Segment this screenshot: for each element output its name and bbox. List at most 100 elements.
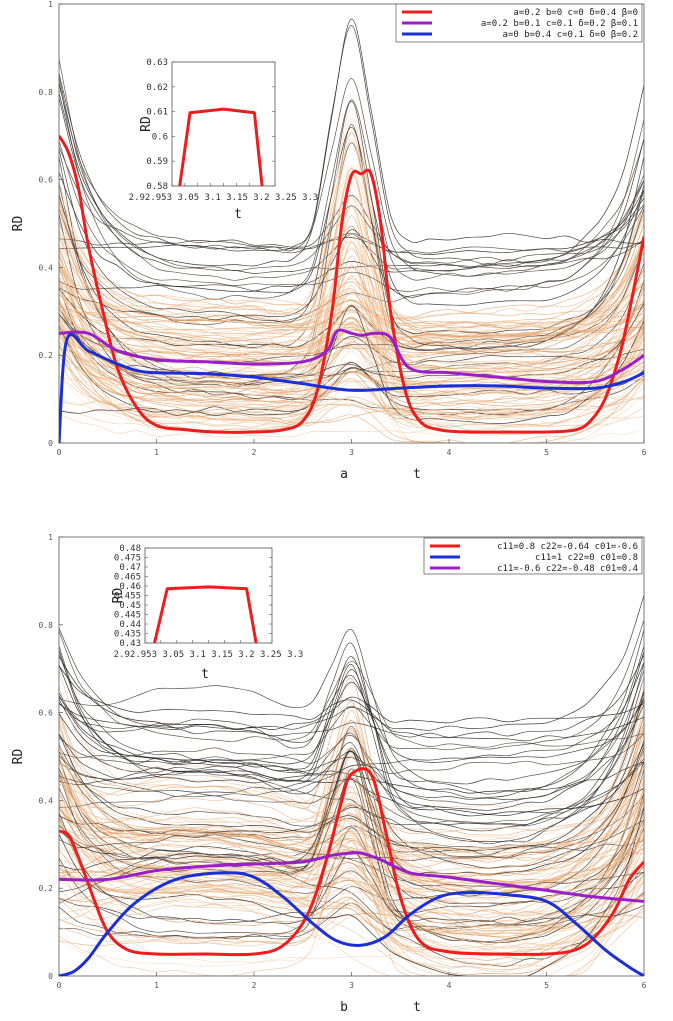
x-tick-label: 6 bbox=[642, 448, 647, 457]
background-curve bbox=[59, 670, 644, 806]
background-curve bbox=[59, 119, 644, 325]
background-curve bbox=[59, 835, 644, 928]
background-curve bbox=[59, 872, 644, 945]
background-curve bbox=[59, 678, 644, 899]
background-curve bbox=[59, 300, 644, 330]
series-line-2 bbox=[59, 871, 644, 976]
background-curve bbox=[59, 58, 644, 281]
legend-entry-2: a=0.2 b=0.1 c=0.1 δ=0.2 β=0.1 bbox=[481, 19, 638, 29]
background-curve bbox=[59, 656, 644, 730]
y-tick-label: 0 bbox=[48, 439, 53, 448]
background-curve bbox=[59, 202, 644, 326]
background-curve bbox=[59, 595, 644, 731]
background-curve bbox=[59, 264, 644, 425]
inset-y-label: RD bbox=[139, 116, 154, 132]
background-curve bbox=[59, 797, 644, 976]
background-curve bbox=[59, 251, 644, 371]
background-curve bbox=[59, 323, 644, 432]
y-axis-label: RD bbox=[11, 749, 26, 765]
inset-series-line bbox=[153, 585, 258, 644]
background-curve bbox=[59, 138, 644, 321]
background-curve bbox=[59, 76, 644, 272]
background-curve bbox=[59, 126, 644, 306]
background-curve bbox=[59, 146, 644, 266]
y-tick-label: 1 bbox=[48, 533, 53, 542]
background-curve bbox=[59, 280, 644, 397]
background-curve bbox=[59, 338, 644, 419]
x-tick-label: 6 bbox=[642, 981, 647, 990]
background-curve bbox=[59, 779, 644, 895]
background-curve bbox=[59, 783, 644, 836]
panel-label: b bbox=[340, 1000, 348, 1015]
background-curve bbox=[59, 308, 644, 374]
series-line-3 bbox=[59, 851, 644, 903]
inset-y-tick-label: 0.48 bbox=[119, 544, 141, 554]
background-curve bbox=[59, 645, 644, 784]
background-curve bbox=[59, 676, 644, 886]
background-curve bbox=[59, 328, 644, 418]
background-curve bbox=[59, 733, 644, 797]
x-tick-label: 1 bbox=[154, 448, 159, 457]
background-curve bbox=[59, 713, 644, 815]
background-curve bbox=[59, 628, 644, 738]
background-curve bbox=[59, 755, 644, 883]
x-tick-label: 4 bbox=[447, 981, 452, 990]
background-curve bbox=[59, 206, 644, 430]
series-line-2 bbox=[59, 328, 644, 385]
x-tick-label: 1 bbox=[154, 981, 159, 990]
highlight-series bbox=[59, 134, 644, 443]
series-line-1 bbox=[59, 134, 644, 434]
background-curve bbox=[59, 788, 644, 944]
legend: a=0.2 b=0 c=0 δ=0.4 β=0a=0.2 b=0.1 c=0.1… bbox=[395, 3, 643, 43]
x-tick-label: 3 bbox=[349, 981, 354, 990]
inset-x-label: t bbox=[201, 667, 209, 682]
background-curve bbox=[59, 140, 644, 293]
background-curve bbox=[59, 304, 644, 424]
background-curve bbox=[59, 894, 644, 940]
legend-entry-1: a=0.2 b=0 c=0 δ=0.4 β=0 bbox=[513, 8, 638, 18]
x-axis-label: t bbox=[413, 1000, 421, 1015]
inset-y-tick-label: 0.62 bbox=[146, 83, 168, 93]
y-tick-label: 0.6 bbox=[39, 176, 54, 185]
legend-entry-3: a=0 b=0.4 c=0.1 δ=0 β=0.2 bbox=[503, 30, 638, 40]
background-curve bbox=[59, 726, 644, 888]
inset-y-tick-label: 0.63 bbox=[146, 58, 168, 68]
inset-y-tick-label: 0.435 bbox=[114, 630, 141, 640]
background-curve bbox=[59, 786, 644, 976]
background-curve bbox=[59, 619, 644, 761]
chart-panel-a: 0 1 2 3 4 5 6 0 0.2 0.4 0.6 0.8 1 a t RD a=0.2 b=0 c=0 δ… bbox=[11, 0, 647, 482]
series-line-3 bbox=[59, 333, 644, 443]
background-curve bbox=[59, 885, 644, 967]
inset-y-tick-label: 0.455 bbox=[114, 592, 141, 602]
y-tick-label: 0.8 bbox=[39, 88, 54, 97]
background-curve bbox=[59, 819, 644, 975]
y-tick-label: 0.4 bbox=[39, 263, 54, 272]
inset-chart: 0.58 0.59 0.6 0.61 0.62 0.63 2.92.953 3.05 3.1… bbox=[129, 58, 319, 222]
background-curve bbox=[59, 810, 644, 922]
background-curve bbox=[59, 264, 644, 426]
chart-panel-b: 0 1 2 3 4 5 6 0 0.2 0.4 0.6 0.8 1 b t RD c11=0.8 c22=-0.… bbox=[11, 533, 647, 1015]
background-curve bbox=[59, 691, 644, 856]
background-curve bbox=[59, 873, 644, 976]
highlight-series bbox=[59, 767, 644, 976]
background-curve bbox=[59, 78, 644, 277]
background-curve bbox=[59, 812, 644, 924]
background-curve bbox=[59, 629, 644, 795]
background-curve bbox=[59, 769, 644, 943]
y-tick-label: 0 bbox=[48, 972, 53, 981]
inset-y-tick-label: 0.475 bbox=[114, 554, 141, 564]
background-curve bbox=[59, 321, 644, 438]
inset-y-tick-label: 0.44 bbox=[119, 620, 141, 630]
background-curve bbox=[59, 242, 644, 428]
plot-frame bbox=[58, 3, 645, 444]
inset-y-label: RD bbox=[111, 588, 126, 604]
background-curve bbox=[59, 629, 644, 799]
background-curve bbox=[59, 318, 644, 433]
background-curve bbox=[59, 223, 644, 340]
inset-y-tick-label: 0.45 bbox=[119, 601, 141, 611]
inset-y-tick-label: 0.465 bbox=[114, 573, 141, 583]
legend-entry-2: c11=1 c22=0 c01=0.8 bbox=[535, 553, 638, 563]
background-curve bbox=[59, 649, 644, 811]
inset-y-tick-label: 0.46 bbox=[119, 582, 141, 592]
